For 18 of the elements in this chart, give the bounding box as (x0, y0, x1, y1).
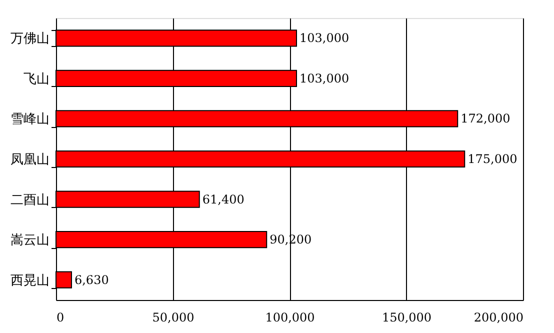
data-label: 103,000 (300, 71, 350, 86)
y-tick-label: 嵩云山 (10, 233, 50, 248)
x-tick-label: 150,000 (382, 310, 432, 324)
x-tick-label: 50,000 (152, 310, 194, 324)
data-label: 175,000 (468, 152, 518, 166)
data-label: 172,000 (460, 112, 510, 126)
y-tick-label: 西晃山 (10, 273, 50, 288)
y-tick-label: 二酉山 (10, 192, 50, 208)
data-label: 103,000 (300, 31, 350, 46)
data-label: 6,630 (74, 272, 109, 287)
x-tick-label: 100,000 (265, 310, 315, 324)
y-tick-label: 凤凰山 (10, 152, 50, 168)
x-tick-label: 0 (56, 310, 64, 324)
x-tick-label: 200,000 (474, 310, 524, 324)
y-tick-label: 雪峰山 (10, 112, 50, 128)
data-label: 61,400 (202, 192, 244, 206)
y-tick-label: 飞山 (24, 72, 50, 87)
y-tick-label: 万佛山 (10, 32, 50, 47)
